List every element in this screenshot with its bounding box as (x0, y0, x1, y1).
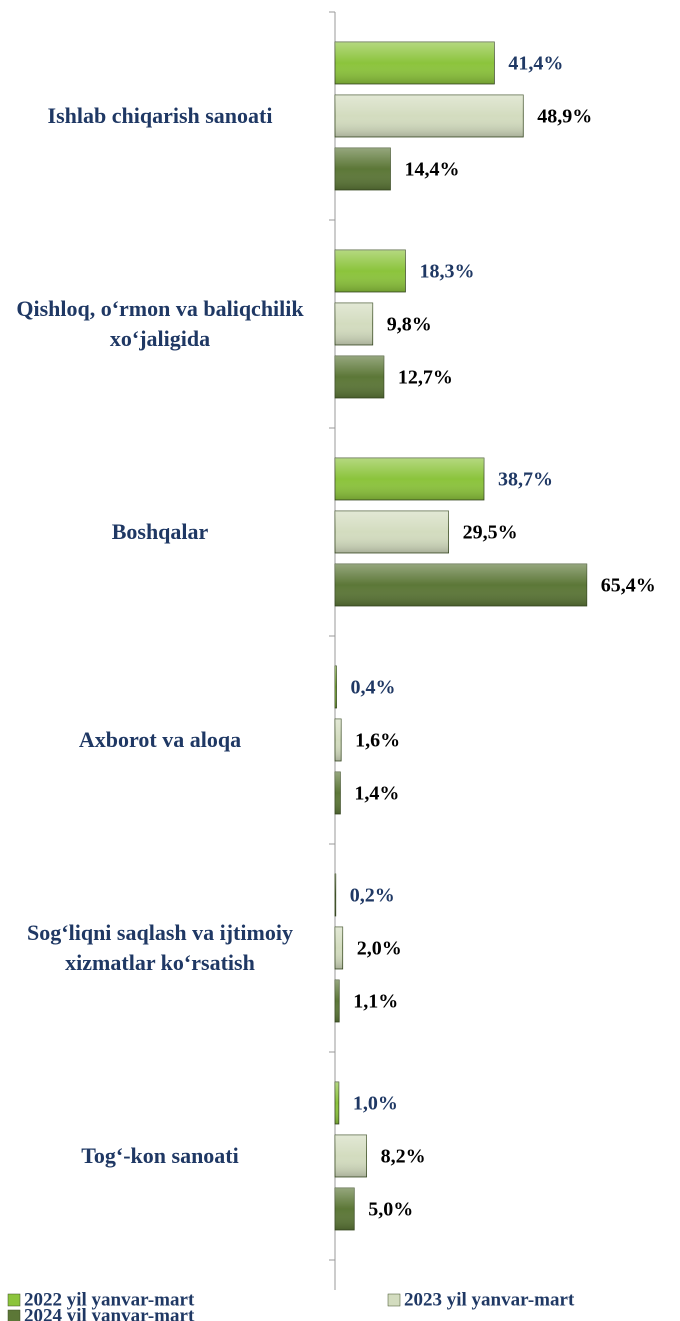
bar-shade (335, 772, 341, 814)
value-label: 2,0% (357, 938, 402, 960)
bar-group (334, 94, 524, 138)
bar-group (334, 1081, 340, 1125)
bar-shade (335, 874, 336, 916)
bar-group (334, 873, 337, 917)
category-label: Boshqalar (111, 519, 209, 544)
category-label: Qishloq, o‘rmon va baliqchilik xo‘jaligi… (16, 296, 304, 351)
bar-group (334, 302, 374, 346)
bar-group (334, 718, 342, 762)
legend-swatch (7, 1309, 21, 1321)
bar-shade (335, 250, 406, 292)
bar-shade (335, 719, 342, 761)
bar-shade (335, 458, 484, 500)
category-label: Sog‘liqni saqlash va ijtimoiy xizmatlar … (27, 920, 293, 975)
legend-label: 2023 yil yanvar-mart (404, 1289, 575, 1310)
value-label: 18,3% (419, 261, 474, 283)
value-label: 65,4% (601, 575, 656, 597)
value-label: 0,2% (350, 885, 395, 907)
category-label: Tog‘-kon sanoati (81, 1143, 239, 1168)
legend-swatch (387, 1293, 401, 1307)
bar-shade (335, 148, 391, 190)
legend-label: 2024 yil yanvar-mart (24, 1305, 195, 1321)
value-label: 9,8% (387, 314, 432, 336)
legend-swatch (7, 1293, 21, 1307)
bar-group (334, 41, 495, 85)
bar-shade (335, 356, 384, 398)
bar-shade (335, 564, 587, 606)
bar-shade (335, 980, 340, 1022)
value-label: 1,4% (354, 783, 399, 805)
category-label: Ishlab chiqarish sanoati (47, 103, 273, 128)
value-label: 14,4% (404, 159, 459, 181)
bar-shade (335, 42, 495, 84)
bar-group (334, 355, 385, 399)
bar-group (334, 147, 391, 191)
bar-group (334, 457, 485, 501)
bar-shade (335, 303, 373, 345)
value-label: 5,0% (368, 1199, 413, 1221)
value-label: 0,4% (351, 677, 396, 699)
bar-shade (335, 1188, 355, 1230)
value-label: 12,7% (398, 367, 453, 389)
value-label: 38,7% (498, 469, 553, 491)
bar-shade (335, 511, 449, 553)
bar-group (334, 1134, 367, 1178)
bar-group (334, 249, 406, 293)
bar-shade (335, 666, 337, 708)
bar-group (334, 510, 449, 554)
value-label: 1,6% (355, 730, 400, 752)
bar-group (334, 1187, 355, 1231)
bar-shade (335, 1082, 339, 1124)
category-label: Axborot va aloqa (78, 727, 242, 752)
value-label: 1,0% (353, 1093, 398, 1115)
value-label: 48,9% (537, 106, 592, 128)
value-label: 29,5% (463, 522, 518, 544)
bar-group (334, 563, 588, 607)
value-label: 1,1% (353, 991, 398, 1013)
legend-label: 2022 yil yanvar-mart (24, 1289, 195, 1310)
bar-group (334, 979, 340, 1023)
value-label: 8,2% (381, 1146, 426, 1168)
bar-group (334, 665, 337, 709)
bar-group (334, 926, 344, 970)
bar-shade (335, 95, 524, 137)
bar-shade (335, 927, 343, 969)
bar-shade (335, 1135, 367, 1177)
value-label: 41,4% (508, 53, 563, 75)
bar-group (334, 771, 341, 815)
